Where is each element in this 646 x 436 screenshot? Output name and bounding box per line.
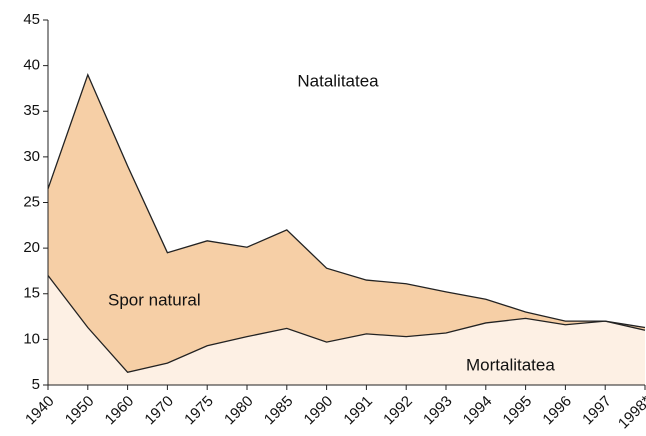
y-tick-label: 40 xyxy=(23,57,40,74)
line xyxy=(47,275,646,373)
annotation: Spor natural xyxy=(108,290,201,309)
x-tick-label: 1996 xyxy=(539,393,575,429)
x-tick-label: 1985 xyxy=(261,393,297,429)
x-tick-label: 1970 xyxy=(141,393,177,429)
x-tick-label: 1991 xyxy=(340,393,376,429)
area xyxy=(48,275,645,385)
y-tick-label: 30 xyxy=(23,148,40,165)
y-tick-label: 35 xyxy=(23,102,40,119)
plot-area xyxy=(47,72,646,385)
y-tick-label: 10 xyxy=(23,330,40,347)
y-tick-label: 5 xyxy=(32,376,40,393)
y-tick-label: 15 xyxy=(23,285,40,302)
x-tick-label: 1975 xyxy=(181,393,217,429)
y-tick-label: 25 xyxy=(23,193,40,210)
area xyxy=(48,74,645,385)
x-tick-label: 1997 xyxy=(579,393,615,429)
x-tick-label: 1998* xyxy=(615,393,646,433)
x-tick-label: 1995 xyxy=(500,393,536,429)
x-tick-label: 1940 xyxy=(22,393,58,429)
x-tick-label: 1980 xyxy=(221,393,257,429)
y-tick-label: 20 xyxy=(23,239,40,256)
series-label: Natalitatea xyxy=(297,71,379,90)
x-tick-label: 1960 xyxy=(102,393,138,429)
line xyxy=(47,72,646,329)
x-tick-label: 1950 xyxy=(62,393,98,429)
y-tick-label: 45 xyxy=(23,11,40,28)
series-label: Mortalitatea xyxy=(466,355,555,374)
x-tick-label: 1990 xyxy=(301,393,337,429)
x-tick-label: 1993 xyxy=(420,393,456,429)
x-tick-label: 1992 xyxy=(380,393,416,429)
x-tick-label: 1994 xyxy=(460,393,496,429)
